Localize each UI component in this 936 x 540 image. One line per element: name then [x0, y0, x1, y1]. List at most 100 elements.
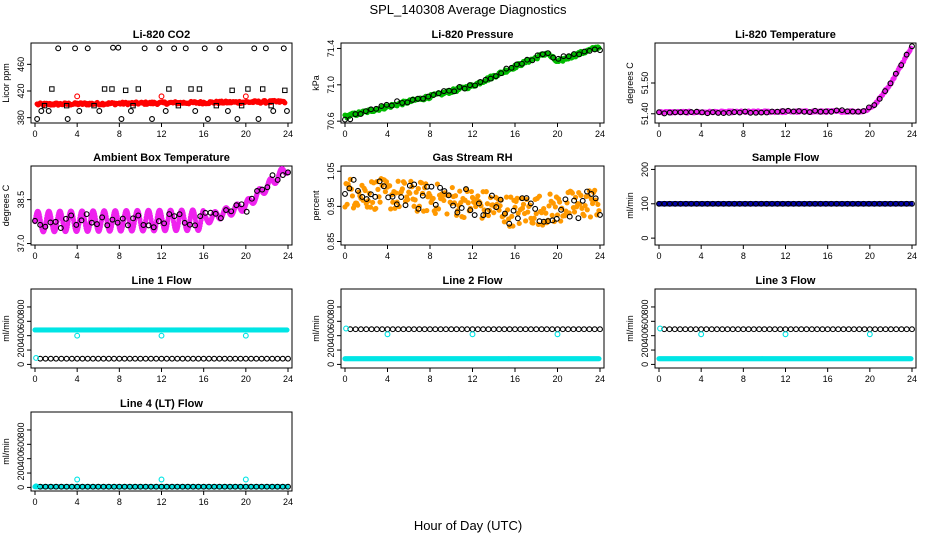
data-point	[94, 221, 100, 228]
x-tick-label: 8	[427, 374, 432, 384]
data-point	[777, 326, 784, 333]
panel-title: Li-820 Temperature	[735, 29, 836, 41]
panel-3: Li-820 Temperature degrees C 0 4 8 12 16 20 24 51…	[625, 29, 917, 139]
data-point	[806, 200, 813, 207]
data-point	[871, 200, 878, 207]
data-point	[485, 326, 492, 333]
data-series	[342, 176, 603, 227]
data-point	[790, 200, 797, 207]
data-point	[114, 219, 121, 226]
data-series	[34, 44, 290, 122]
data-point	[828, 200, 835, 207]
data-point	[503, 194, 510, 200]
figure-x-label: Hour of Day (UTC)	[413, 518, 523, 533]
data-point	[401, 180, 408, 186]
data-point	[101, 86, 108, 92]
panel-title: Line 3 Flow	[756, 275, 816, 287]
data-point	[586, 326, 593, 333]
data-point	[394, 98, 400, 105]
data-point	[452, 193, 459, 199]
y-tick-label: 400	[16, 328, 26, 343]
data-point	[785, 200, 792, 207]
data-point	[130, 102, 136, 109]
data-point	[221, 355, 228, 362]
y-axis-label: ml/min	[625, 315, 635, 342]
data-point	[531, 215, 537, 221]
x-tick-label: 4	[75, 251, 80, 261]
data-point	[124, 222, 131, 229]
data-point	[442, 326, 449, 333]
data-point	[274, 176, 281, 183]
data-point	[484, 208, 491, 215]
data-point	[903, 51, 910, 58]
data-point	[833, 107, 840, 114]
data-point	[347, 116, 354, 123]
data-point	[420, 95, 427, 102]
data-point	[285, 169, 291, 176]
data-point	[55, 45, 62, 52]
data-point	[402, 202, 409, 209]
data-point	[774, 200, 781, 207]
data-point	[766, 326, 773, 333]
data-point	[693, 108, 700, 115]
data-point	[415, 205, 422, 212]
data-point	[769, 108, 775, 115]
data-point	[377, 199, 383, 205]
data-point	[229, 87, 235, 94]
panel-8: Line 2 Flow ml/min 0 4 8 12 16 20 24 0 20040060080…	[311, 275, 605, 384]
data-point	[543, 326, 550, 333]
panel-10: Line 4 (LT) Flow ml/min 0 4 8 12 16 20 24 0 200400…	[1, 398, 293, 507]
data-point	[457, 188, 463, 194]
y-tick-label: 200	[640, 162, 650, 177]
data-point	[197, 213, 204, 220]
panel-6: Sample Flow ml/min 0 4 8 12 16 20 24 0 100 200	[625, 152, 917, 261]
data-point	[475, 193, 481, 199]
data-point	[796, 108, 802, 114]
data-point	[258, 355, 265, 362]
data-point	[554, 326, 561, 333]
data-point	[719, 326, 726, 333]
data-point	[41, 102, 48, 109]
x-tick-label: 8	[741, 374, 746, 384]
data-point	[444, 211, 450, 217]
data-point	[130, 215, 137, 222]
data-point	[595, 201, 601, 208]
data-point	[379, 326, 386, 333]
data-point	[63, 102, 70, 109]
figure-title: SPL_140308 Average Diagnostics	[369, 2, 567, 17]
x-tick-label: 4	[385, 251, 390, 261]
data-point	[461, 214, 467, 221]
data-point	[779, 200, 786, 207]
data-point	[118, 116, 125, 122]
data-point	[282, 87, 288, 94]
data-point	[785, 107, 792, 114]
data-point	[584, 207, 590, 213]
x-tick-label: 24	[283, 251, 293, 261]
x-tick-label: 0	[32, 374, 37, 384]
data-point	[497, 196, 504, 203]
data-point	[253, 355, 260, 362]
y-tick-label: 71.4	[326, 40, 336, 58]
data-point	[530, 220, 536, 226]
data-point	[720, 110, 727, 117]
data-point	[367, 191, 374, 198]
data-point	[591, 326, 598, 333]
panel-title: Sample Flow	[752, 152, 820, 164]
data-point	[892, 200, 899, 207]
data-point	[476, 200, 482, 207]
y-tick-label: 71.0	[326, 76, 336, 94]
data-point	[592, 195, 599, 202]
x-tick-label: 4	[699, 374, 704, 384]
data-point	[480, 212, 487, 219]
data-point	[871, 102, 878, 108]
data-point	[817, 108, 824, 115]
y-tick-label: 51.50	[640, 72, 650, 95]
data-point	[355, 202, 361, 208]
data-point	[175, 102, 182, 109]
data-point	[763, 109, 770, 116]
data-point	[539, 51, 546, 58]
data-point	[58, 355, 65, 362]
data-point	[566, 213, 573, 220]
data-point	[405, 197, 411, 203]
data-point	[91, 102, 97, 109]
